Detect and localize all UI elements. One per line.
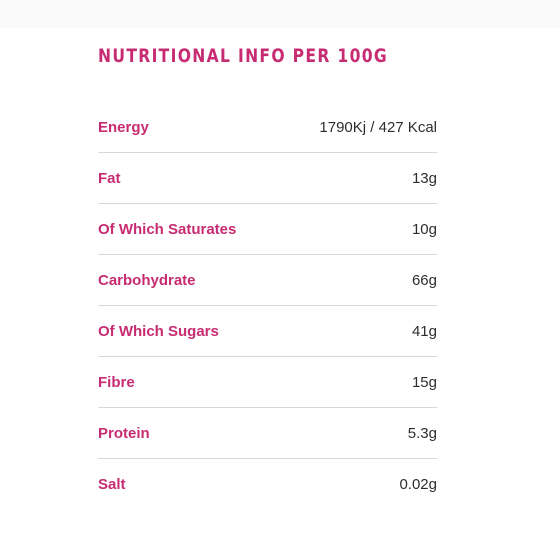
row-label: Of Which Saturates [98,220,237,238]
row-label: Protein [98,424,150,442]
nutrition-heading: NUTRITIONAL INFO PER 100G [98,45,388,67]
nutrition-row-saturates: Of Which Saturates 10g [98,204,437,255]
row-value: 10g [411,220,437,238]
nutrition-row-salt: Salt 0.02g [98,459,437,510]
row-value: 15g [411,373,437,391]
row-value: 1790Kj / 427 Kcal [319,118,437,136]
nutrition-table: Energy 1790Kj / 427 Kcal Fat 13g Of Whic… [98,102,437,510]
row-value: 66g [411,271,437,289]
row-label: Carbohydrate [98,271,196,289]
top-band [0,0,560,28]
row-value: 0.02g [399,476,437,493]
nutrition-row-fat: Fat 13g [98,153,437,204]
row-label: Of Which Sugars [98,322,219,340]
row-label: Fat [98,169,121,187]
row-label: Energy [98,118,149,136]
nutrition-row-protein: Protein 5.3g [98,408,437,459]
nutrition-row-energy: Energy 1790Kj / 427 Kcal [98,102,437,153]
row-value: 13g [411,169,437,187]
row-value: 5.3g [407,424,437,442]
nutrition-row-sugars: Of Which Sugars 41g [98,306,437,357]
nutrition-row-carbohydrate: Carbohydrate 66g [98,255,437,306]
row-label: Fibre [98,373,135,391]
row-label: Salt [98,476,126,493]
row-value: 41g [411,322,437,340]
nutrition-row-fibre: Fibre 15g [98,357,437,408]
